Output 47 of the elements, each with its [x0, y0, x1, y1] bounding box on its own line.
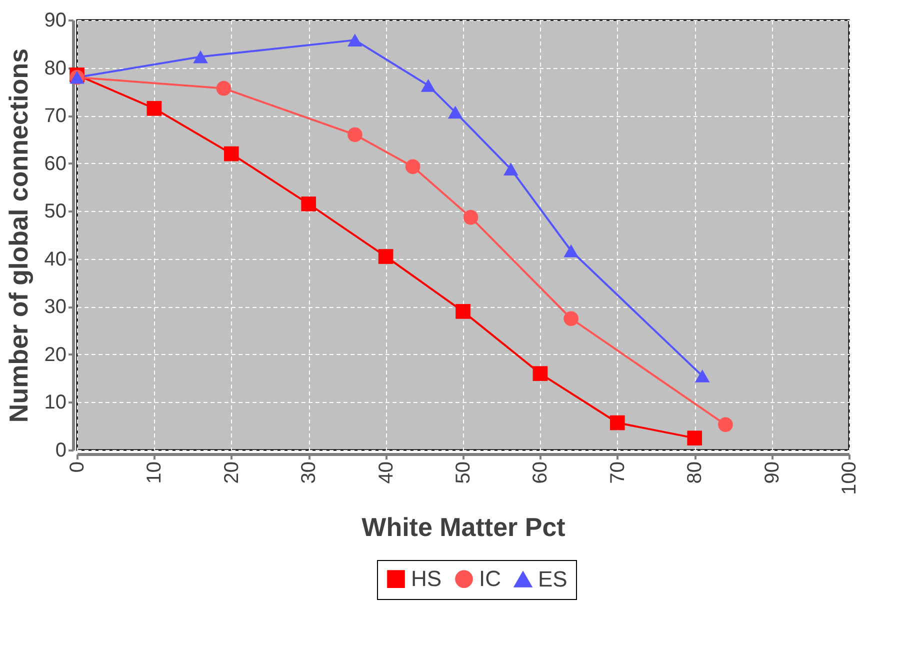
- y-tick-label: 30: [44, 296, 66, 318]
- point: [687, 430, 702, 446]
- legend-label: HS: [411, 566, 442, 592]
- x-tick-label: 80: [684, 462, 706, 484]
- x-tick-label: 90: [761, 462, 784, 484]
- point: [503, 162, 518, 176]
- point: [193, 50, 208, 64]
- point: [348, 34, 362, 46]
- x-tick-label: 0: [66, 462, 88, 473]
- y-tick-label: 10: [44, 392, 66, 414]
- y-tick-label: 0: [55, 440, 66, 462]
- point: [456, 304, 470, 319]
- point: [224, 146, 239, 162]
- x-tick-label: 70: [606, 462, 629, 484]
- point: [420, 79, 436, 92]
- y-tick-label: 20: [44, 344, 66, 366]
- x-tick-label: 20: [220, 462, 243, 484]
- point: [448, 106, 463, 119]
- x-tick-label: 40: [375, 462, 398, 484]
- x-tick-label: 60: [530, 462, 552, 484]
- point: [718, 417, 733, 432]
- y-tick-label: 70: [44, 105, 66, 128]
- y-tick-label: 80: [44, 57, 66, 80]
- x-tick-label: 10: [144, 462, 166, 484]
- y-tick-label: 60: [44, 152, 66, 175]
- legend-label: ES: [538, 566, 568, 592]
- legend-label: IC: [479, 566, 502, 592]
- point: [405, 159, 420, 174]
- point: [216, 80, 232, 96]
- point: [532, 366, 548, 381]
- point: [564, 311, 578, 326]
- y-axis-title: Number of global connections: [3, 48, 34, 423]
- x-tick-label: 30: [298, 462, 320, 484]
- y-tick-label: 40: [44, 248, 66, 270]
- point: [564, 244, 578, 258]
- y-tick-label: 90: [44, 10, 66, 32]
- point: [146, 100, 162, 116]
- point: [694, 370, 710, 382]
- point: [463, 210, 478, 225]
- y-tick-label: 50: [44, 200, 66, 223]
- point: [348, 127, 362, 142]
- x-axis-title: White Matter Pct: [362, 512, 566, 542]
- point: [301, 196, 316, 212]
- point: [610, 415, 625, 430]
- point: [378, 249, 394, 264]
- x-tick-label: 50: [452, 462, 474, 484]
- x-tick-label: 100: [838, 462, 860, 495]
